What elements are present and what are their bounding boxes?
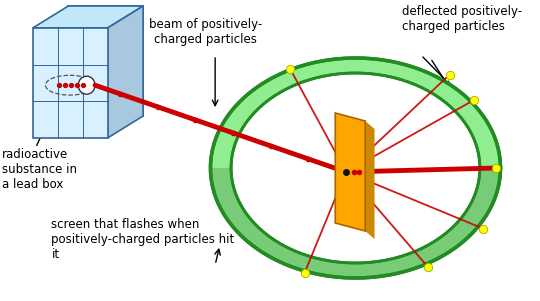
Polygon shape [231,73,480,263]
Text: radioactive
substance in
a lead box: radioactive substance in a lead box [2,148,77,191]
Circle shape [78,76,95,94]
Polygon shape [365,121,375,239]
Polygon shape [33,6,143,28]
Polygon shape [211,58,501,278]
Text: screen that flashes when
positively-charged particles hit
it: screen that flashes when positively-char… [51,218,235,261]
Polygon shape [335,113,365,231]
Text: gold
foil: gold foil [260,148,285,176]
Text: beam of positively-
charged particles: beam of positively- charged particles [149,18,262,46]
Polygon shape [33,28,107,138]
Polygon shape [211,58,501,168]
Polygon shape [107,6,143,138]
Polygon shape [68,6,143,116]
Polygon shape [211,168,501,278]
Text: deflected positively-
charged particles: deflected positively- charged particles [402,5,522,33]
